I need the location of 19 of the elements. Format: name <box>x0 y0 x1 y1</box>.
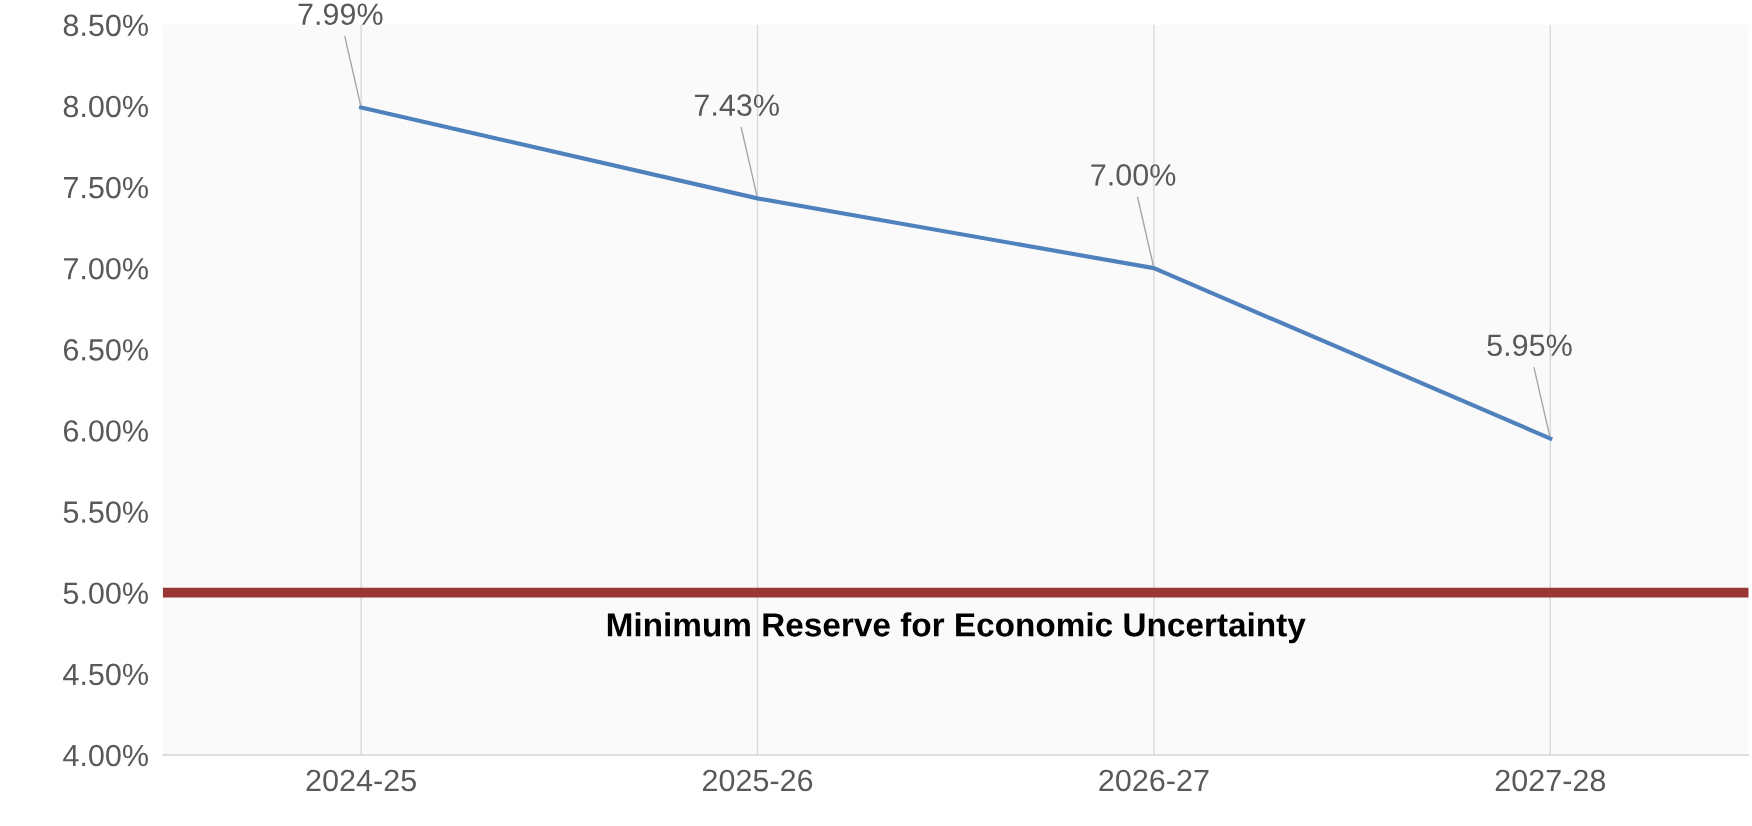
x-tick-label: 2026-27 <box>1099 769 1209 792</box>
y-tick-label: 6.00% <box>63 420 148 442</box>
data-label: 7.00% <box>1091 164 1176 186</box>
data-label: 7.99% <box>298 3 383 26</box>
y-tick-label: 4.50% <box>63 663 148 686</box>
data-label: 5.95% <box>1487 334 1572 357</box>
y-tick-label: 7.00% <box>63 257 148 280</box>
x-tick-label: 2025-26 <box>703 769 813 792</box>
y-tick-label: 7.50% <box>63 176 148 199</box>
y-tick-label: 5.50% <box>63 501 148 523</box>
y-tick-label: 8.50% <box>63 14 148 37</box>
ref-line-label: Minimum Reserve for Economic Uncertainty <box>607 612 1306 644</box>
data-label: 7.43% <box>694 94 779 116</box>
x-tick-label: 2027-28 <box>1495 769 1606 792</box>
x-tick-label: 2024-25 <box>306 769 416 792</box>
y-tick-label: 6.50% <box>63 339 148 361</box>
y-tick-label: 4.00% <box>63 744 148 767</box>
y-tick-label: 5.00% <box>63 582 148 605</box>
y-tick-label: 8.00% <box>63 95 148 118</box>
